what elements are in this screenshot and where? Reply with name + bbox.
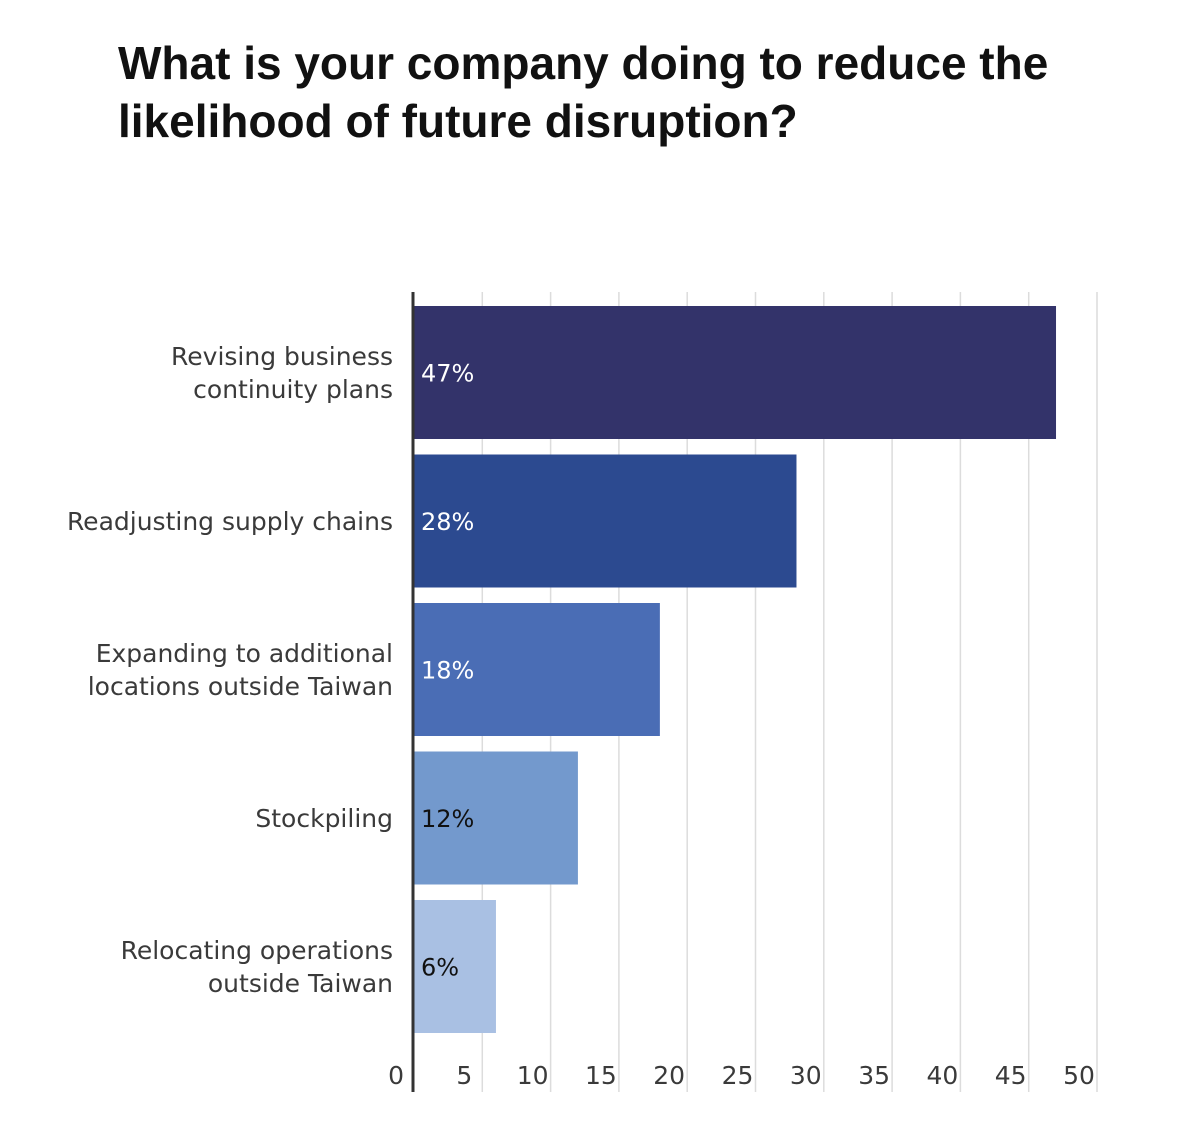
data-label-2: 28% [421,508,474,536]
category-label-3: Expanding to additional locations outside… [88,639,393,701]
data-label-1: 47% [421,360,474,388]
data-label-5: 6% [421,954,459,982]
chart-title: What is your company doing to reduce the… [118,37,1049,147]
x-tick-label-15: 15 [585,1061,617,1090]
bar-3 [414,603,660,736]
x-tick-label-45: 45 [995,1061,1027,1090]
category-labels: Revising business continuity plans Readjus… [67,342,393,998]
bar-4 [414,751,578,885]
bars: 47% 28% 18% 12% 6% [414,306,1057,1033]
category-label-4: Stockpiling [255,804,393,833]
bar-5 [414,900,496,1033]
x-tick-labels: 0 5 10 15 20 25 30 35 40 45 50 [388,1061,1095,1090]
category-label-5: Relocating operations outside Taiwan [121,936,393,998]
x-tick-label-30: 30 [790,1061,822,1090]
category-label-1: Revising business continuity plans [171,342,393,404]
category-label-2: Readjusting supply chains [67,507,393,536]
x-tick-label-40: 40 [926,1061,958,1090]
x-tick-label-10: 10 [517,1061,549,1090]
x-tick-label-50: 50 [1063,1061,1095,1090]
bar-2 [414,454,797,588]
x-tick-label-35: 35 [858,1061,890,1090]
x-tick-label-0: 0 [388,1061,404,1090]
bar-1 [414,306,1057,439]
data-label-4: 12% [421,805,474,833]
x-tick-label-20: 20 [653,1061,685,1090]
data-label-3: 18% [421,657,474,685]
x-tick-label-25: 25 [722,1061,754,1090]
x-tick-label-5: 5 [456,1061,472,1090]
